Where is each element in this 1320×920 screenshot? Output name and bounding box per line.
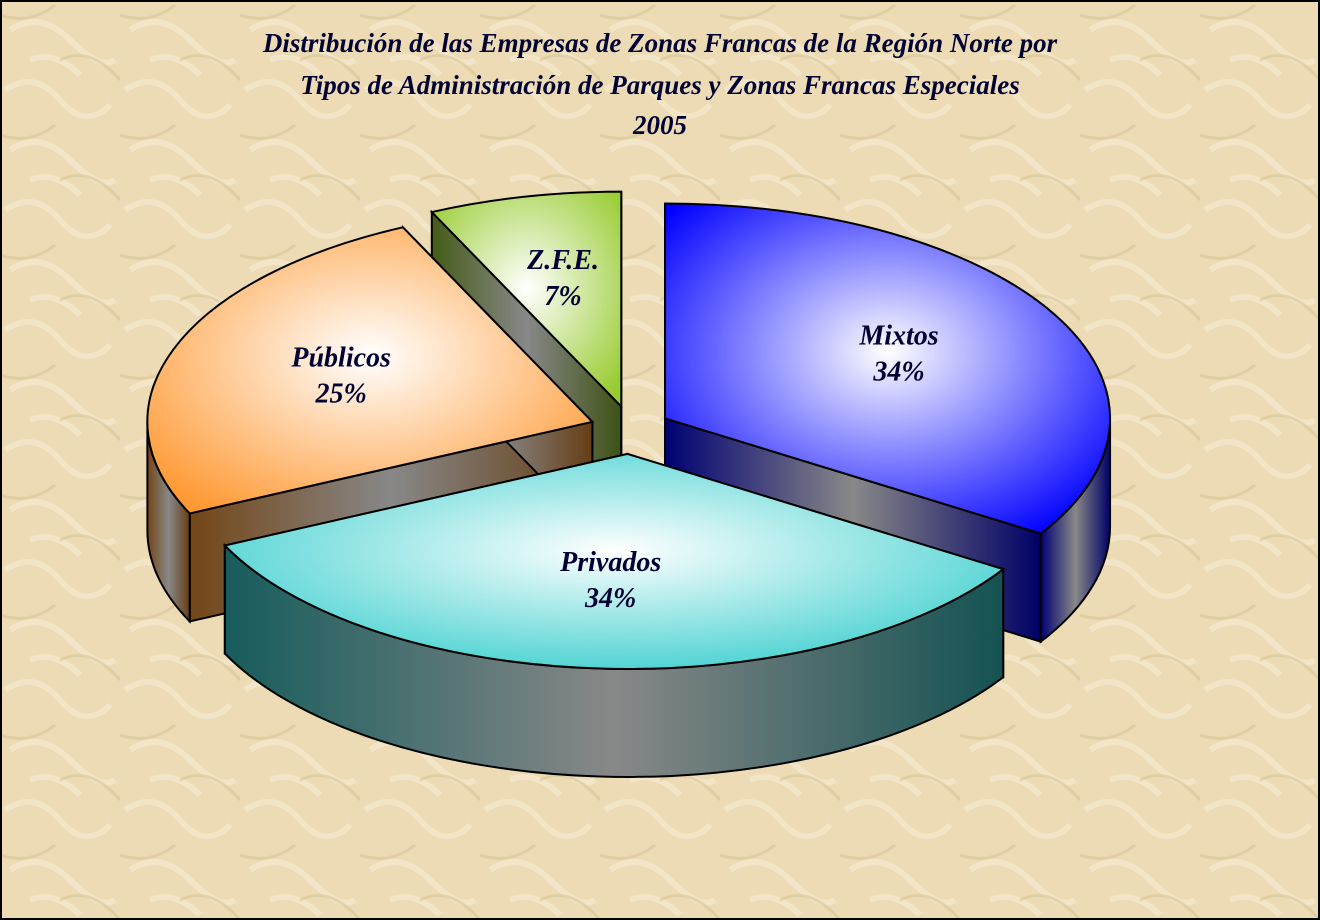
title-line: Distribución de las Empresas de Zonas Fr… — [262, 28, 1058, 58]
slice-top — [222, 452, 1006, 670]
slice-value: 7% — [544, 281, 581, 312]
slice-value: 34% — [872, 357, 924, 388]
title-line: 2005 — [632, 110, 687, 140]
slice: Privados 34% — [222, 452, 1006, 778]
slice-label: Z.F.E. — [526, 245, 599, 276]
slice-value: 25% — [314, 379, 366, 410]
title-line: Tipos de Administración de Parques y Zon… — [300, 70, 1020, 100]
slice-label: Privados — [559, 547, 661, 578]
slice-value: 34% — [584, 583, 636, 614]
slice-top — [429, 190, 623, 410]
slice-label: Mixtos — [858, 321, 938, 352]
slice-top — [146, 226, 595, 515]
slice-label: Públicos — [290, 343, 391, 374]
slice-top — [664, 202, 1111, 535]
